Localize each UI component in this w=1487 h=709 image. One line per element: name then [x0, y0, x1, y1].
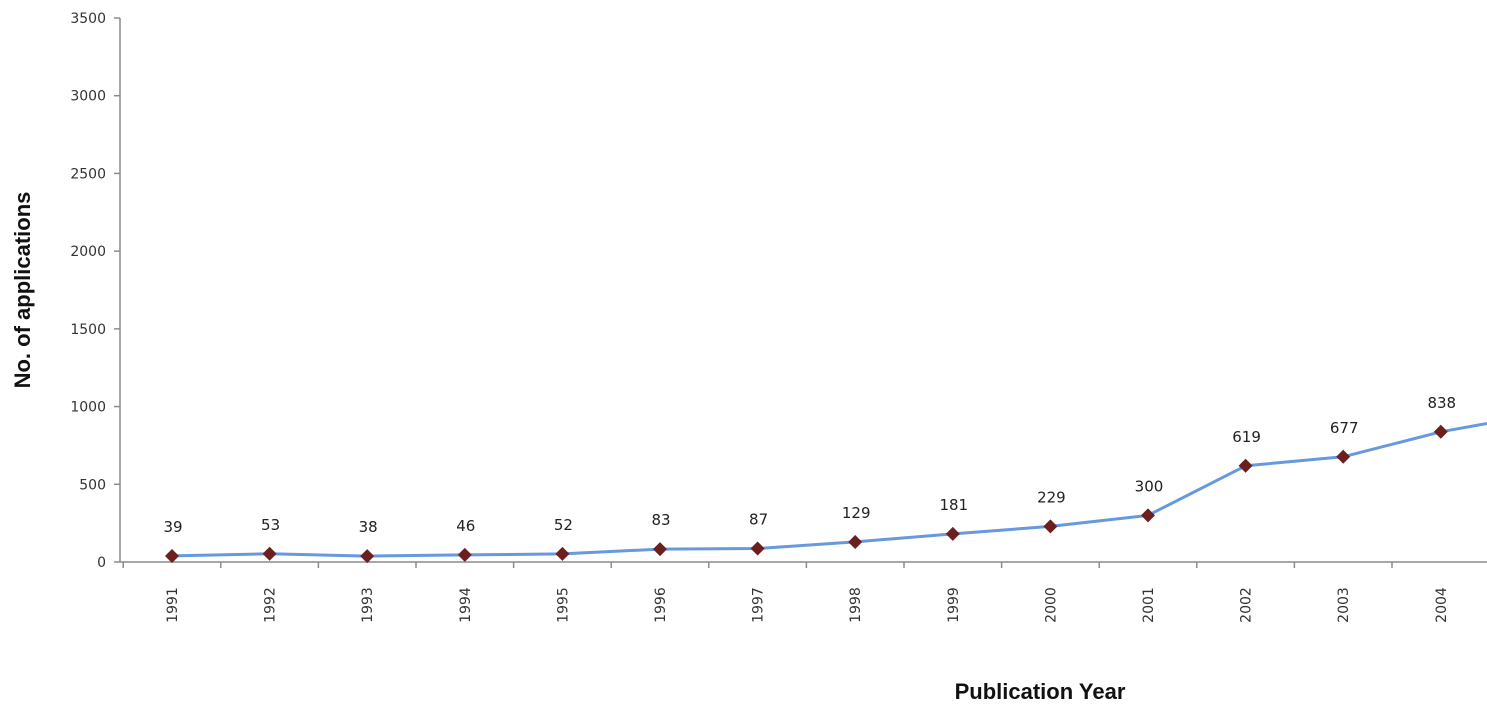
x-ticks: 1991 1992 1993 1994 1995 1996 1997 1998 1999 2000…	[122, 562, 1450, 623]
data-label: 619	[1232, 428, 1261, 446]
data-label: 300	[1135, 477, 1164, 495]
x-tick-label: 1991	[165, 587, 181, 623]
data-point-marker	[165, 548, 179, 563]
data-label: 87	[749, 510, 768, 528]
y-tick-label: 3500	[70, 11, 106, 27]
data-point-marker	[555, 546, 570, 561]
data-point-marker	[1433, 424, 1448, 439]
y-tick-label: 2000	[70, 244, 106, 260]
x-tick-label: 1992	[263, 587, 279, 623]
x-tick-label: 2003	[1336, 587, 1352, 623]
data-label: 129	[842, 504, 871, 522]
data-label: 53	[261, 516, 280, 534]
y-tick-label: 500	[79, 477, 106, 493]
data-label: 229	[1037, 488, 1066, 506]
data-label: 83	[651, 511, 670, 529]
x-tick-label: 1994	[458, 587, 474, 623]
data-label: 677	[1330, 419, 1359, 437]
x-tick-label: 2001	[1141, 587, 1157, 623]
data-point-marker	[1238, 458, 1253, 473]
data-label: 38	[359, 518, 378, 536]
data-point-marker	[1141, 508, 1155, 523]
data-labels: 39 53 38 46 52 83 87 129 181 229 300 619 677 838	[163, 394, 1456, 536]
data-point-marker	[457, 547, 472, 562]
x-tick-label: 2004	[1434, 587, 1450, 623]
data-point-marker	[1043, 519, 1058, 534]
series-line	[171, 422, 1487, 558]
y-tick-label: 0	[97, 555, 106, 571]
data-label: 838	[1427, 394, 1456, 412]
x-tick-label: 1993	[360, 587, 376, 623]
data-point-marker	[360, 549, 375, 564]
data-label: 52	[554, 516, 573, 534]
x-tick-label: 2002	[1239, 587, 1255, 623]
data-label: 46	[456, 517, 475, 535]
data-point-marker	[262, 546, 277, 561]
x-tick-label: 1999	[946, 587, 962, 623]
y-ticks: 0 500 1000 1500 2000 2500 3000 3500	[70, 11, 120, 571]
x-tick-label: 2000	[1043, 587, 1059, 623]
x-tick-label: 1997	[751, 587, 767, 623]
y-axis: 0 500 1000 1500 2000 2500 3000 3500	[70, 11, 121, 571]
y-tick-label: 3000	[70, 89, 106, 105]
y-tick-label: 2500	[70, 166, 106, 182]
data-point-marker	[653, 542, 667, 557]
data-point-marker	[848, 534, 863, 549]
y-tick-label: 1000	[70, 400, 106, 416]
x-tick-label: 1996	[653, 587, 669, 623]
x-axis: 1991 1992 1993 1994 1995 1996 1997 1998 1999 2000…	[120, 561, 1487, 623]
data-label: 181	[939, 496, 968, 514]
y-axis-title: No. of applications	[10, 192, 35, 389]
data-point-marker	[750, 541, 765, 556]
data-point-marker	[945, 526, 960, 541]
x-tick-label: 1998	[848, 587, 864, 623]
data-point-marker	[1336, 449, 1351, 464]
data-label: 39	[163, 518, 182, 536]
x-tick-label: 1995	[555, 587, 571, 623]
y-tick-label: 1500	[70, 322, 106, 338]
x-axis-title: Publication Year	[955, 679, 1126, 704]
series-layer	[165, 422, 1487, 564]
